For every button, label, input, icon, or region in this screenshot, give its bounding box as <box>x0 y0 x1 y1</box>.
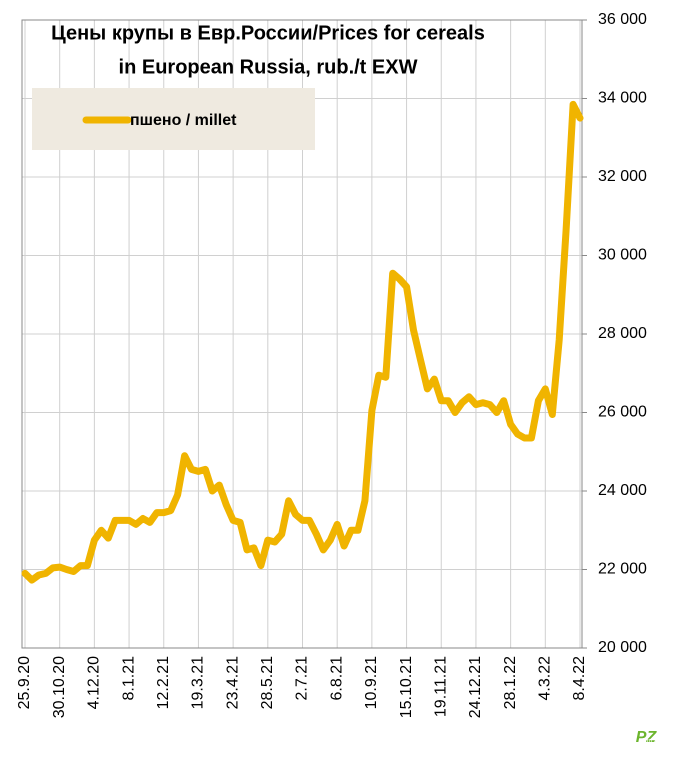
logo-text: Pro Zerno <box>643 739 670 745</box>
logo-box <box>620 722 672 758</box>
x-tick-label: 10.9.21 <box>363 656 380 709</box>
chart-title: in European Russia, rub./t EXW <box>119 56 418 78</box>
logo-mark: PZ <box>636 729 658 746</box>
x-tick-label: 28.1.22 <box>502 656 519 709</box>
y-tick-label: 34 000 <box>598 90 647 107</box>
x-tick-label: 24.12.21 <box>467 656 484 718</box>
y-tick-label: 24 000 <box>598 482 647 499</box>
x-tick-label: 8.1.21 <box>120 656 137 701</box>
x-tick-label: 19.11.21 <box>432 656 449 717</box>
y-tick-label: 28 000 <box>598 325 647 342</box>
x-tick-label: 19.3.21 <box>190 656 207 709</box>
x-tick-label: 4.12.20 <box>86 656 103 709</box>
x-tick-label: 23.4.21 <box>224 656 241 709</box>
series-line <box>21 100 584 584</box>
y-tick-label: 22 000 <box>598 561 647 578</box>
x-tick-label: 25.9.20 <box>16 656 33 709</box>
x-tick-label: 4.3.22 <box>537 656 554 701</box>
y-tick-label: 26 000 <box>598 404 647 421</box>
legend-label: пшено / millet <box>130 112 237 129</box>
x-tick-label: 30.10.20 <box>51 656 68 718</box>
x-tick-label: 15.10.21 <box>398 656 415 718</box>
x-tick-label: 2.7.21 <box>294 656 311 701</box>
y-tick-label: 32 000 <box>598 168 647 185</box>
y-tick-label: 30 000 <box>598 247 647 264</box>
x-tick-label: 28.5.21 <box>259 656 276 709</box>
x-tick-label: 12.2.21 <box>155 656 172 709</box>
legend-box <box>32 88 315 150</box>
y-tick-label: 36 000 <box>598 11 647 28</box>
y-tick-label: 20 000 <box>598 639 647 656</box>
plot-border <box>21 19 583 649</box>
x-tick-label: 8.4.22 <box>571 656 588 701</box>
chart-title: Цены крупы в Евр.России/Prices for cerea… <box>51 22 485 44</box>
x-tick-label: 6.8.21 <box>328 656 345 701</box>
